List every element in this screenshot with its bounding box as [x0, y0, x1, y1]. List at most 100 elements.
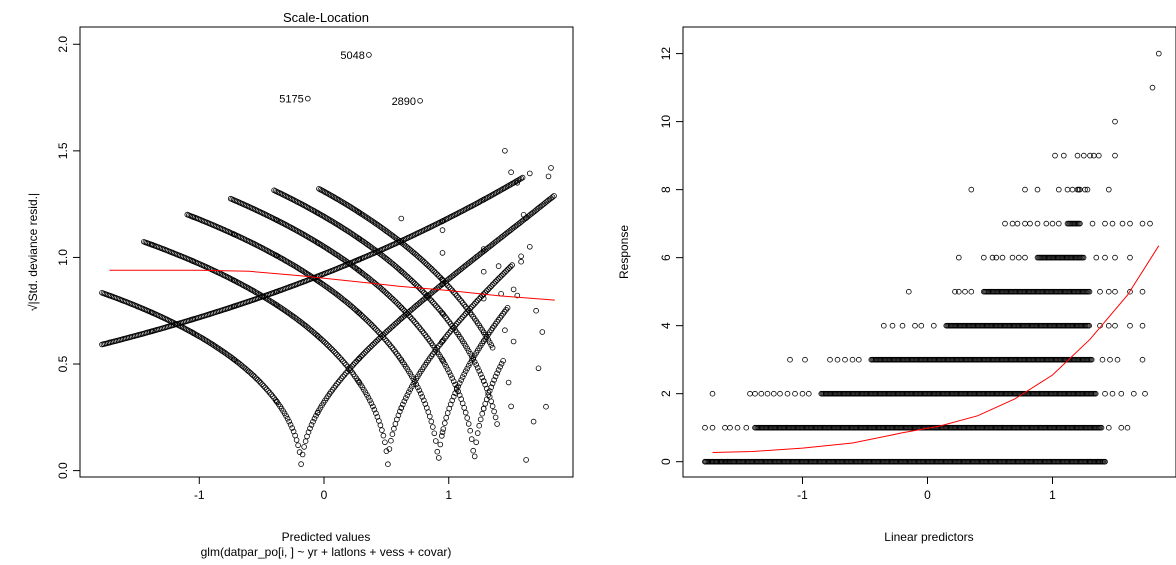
- scale-location-point: [471, 300, 478, 307]
- response-point: [1112, 288, 1118, 295]
- response-point: [1127, 322, 1133, 329]
- scale-location-point: [489, 403, 496, 410]
- scale-location-point: [396, 316, 403, 323]
- scale-location-subtitle: glm(datpar_po[i, ] ~ yr + latlons + vess…: [201, 545, 452, 559]
- response-point: [1027, 220, 1033, 227]
- scale-location-point: [543, 403, 549, 410]
- response-point: [1082, 186, 1088, 193]
- response-point: [1102, 458, 1108, 465]
- scale-location-point: [411, 280, 418, 287]
- scale-location-point: [408, 248, 415, 254]
- response-point: [1106, 186, 1112, 193]
- scale-location-point: [459, 374, 466, 380]
- scale-location-point: [510, 286, 517, 293]
- scale-location-point: [371, 324, 378, 331]
- scale-location-point: [302, 438, 309, 445]
- scale-location-point: [467, 427, 474, 434]
- scale-location-point: [482, 381, 489, 388]
- scale-location-point: [533, 307, 539, 314]
- scale-location-point: [488, 398, 495, 405]
- scale-location-point: [374, 327, 381, 334]
- scale-location-point: [266, 389, 273, 396]
- scale-location-point: [376, 329, 382, 336]
- scale-location-y-tick-label: 1.0: [56, 249, 70, 266]
- response-point: [1086, 322, 1092, 329]
- response-point: [709, 458, 716, 465]
- scale-location-point: [488, 342, 495, 348]
- response-point: [980, 254, 987, 261]
- scale-location-point: [373, 410, 379, 417]
- scale-location-point: [476, 422, 483, 429]
- response-point: [955, 288, 962, 295]
- response-point: [1106, 424, 1112, 431]
- response-point: [952, 288, 958, 295]
- response-point: [1139, 288, 1146, 295]
- scale-location-point: [410, 317, 417, 324]
- scale-location-point: [380, 334, 387, 341]
- scale-location-point: [416, 300, 423, 306]
- response-point: [1112, 322, 1118, 329]
- response-point: [752, 390, 758, 397]
- scale-location-point: [419, 257, 426, 264]
- response-point: [1081, 152, 1087, 159]
- scale-location-point: [401, 307, 408, 314]
- response-point: [802, 356, 808, 363]
- scale-location-point: [444, 410, 451, 416]
- scale-location-point: [476, 368, 483, 374]
- scale-location-point: [367, 397, 373, 404]
- response-point: [1109, 390, 1116, 397]
- scale-location-point: [438, 276, 445, 282]
- scale-location-point: [437, 274, 444, 281]
- scale-location-point: [391, 425, 397, 432]
- scale-location-point: [373, 338, 379, 345]
- scale-location-point: [399, 314, 406, 321]
- scale-location-point: [343, 370, 349, 376]
- scale-location-point: [340, 358, 346, 365]
- scale-location-point: [432, 438, 439, 444]
- scale-location-point: [548, 165, 554, 171]
- scale-location-point: [334, 351, 340, 358]
- scale-location-point: [322, 244, 328, 251]
- scale-location-point: [341, 360, 348, 366]
- response-point: [1114, 356, 1121, 363]
- response-point: [1127, 288, 1133, 295]
- scale-location-point: [479, 292, 486, 299]
- scale-location-point: [444, 366, 451, 373]
- scale-location-point: [449, 375, 456, 382]
- scale-location-point: [355, 356, 361, 363]
- response-point: [1112, 152, 1118, 159]
- scale-location-point: [299, 451, 306, 458]
- scale-location-point: [405, 245, 412, 252]
- scale-location-point: [526, 170, 533, 177]
- response-y-tick-label: 8: [659, 186, 673, 193]
- response-point: [1147, 220, 1153, 227]
- scale-location-point: [483, 288, 490, 294]
- scale-location-point: [473, 361, 480, 368]
- response-point: [1106, 288, 1112, 295]
- scale-location-point: [385, 339, 391, 346]
- response-x-tick-label: 0: [924, 488, 931, 502]
- scale-location-point: [491, 408, 497, 415]
- response-point: [702, 458, 708, 465]
- scale-location-point: [434, 271, 441, 278]
- scale-location-point: [413, 302, 420, 309]
- response-point: [1127, 254, 1133, 261]
- scale-location-point: [473, 439, 480, 446]
- scale-location-point: [310, 329, 316, 335]
- scale-location-point: [449, 397, 456, 404]
- scale-location-point: [413, 381, 420, 388]
- scale-location-point: [373, 326, 379, 333]
- response-y-tick-label: 10: [659, 115, 673, 129]
- scale-location-point: [425, 262, 432, 269]
- response-x-tick-label: 1: [1049, 488, 1056, 502]
- scale-location-point: [289, 425, 295, 431]
- scale-location-point: [251, 373, 258, 380]
- scale-location-point: [307, 326, 313, 333]
- scale-location-point: [464, 415, 471, 421]
- scale-location-point: [489, 281, 496, 288]
- scale-location-point: [500, 357, 506, 364]
- response-point: [792, 390, 798, 397]
- response-point: [1131, 390, 1137, 397]
- response-point: [1119, 220, 1126, 227]
- scale-location-point: [307, 425, 313, 432]
